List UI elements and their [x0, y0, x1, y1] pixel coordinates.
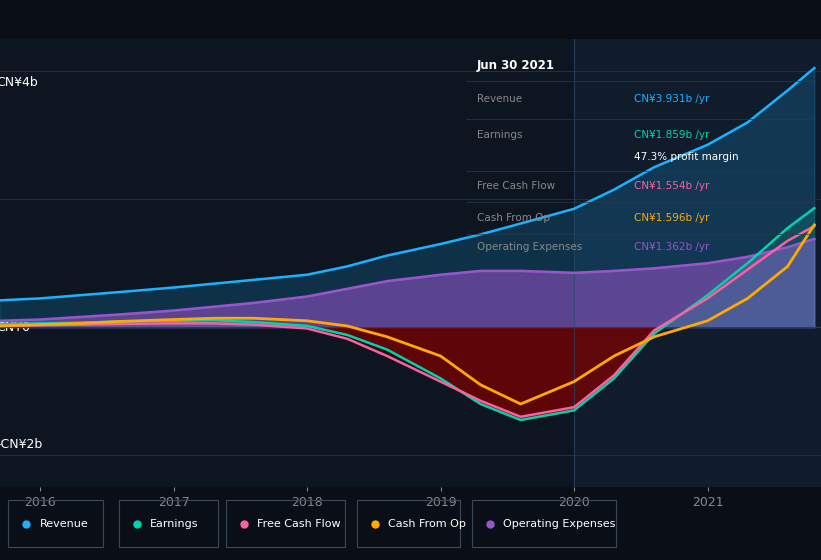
Text: CN¥1.554b /yr: CN¥1.554b /yr	[634, 181, 709, 192]
Bar	[357, 500, 460, 547]
Text: Operating Expenses: Operating Expenses	[477, 242, 582, 252]
Text: CN¥4b: CN¥4b	[0, 76, 38, 88]
Text: Earnings: Earnings	[477, 130, 522, 140]
Text: Free Cash Flow: Free Cash Flow	[257, 519, 341, 529]
Text: CN¥1.859b /yr: CN¥1.859b /yr	[634, 130, 709, 140]
Text: Earnings: Earnings	[150, 519, 199, 529]
Text: CN¥0: CN¥0	[0, 321, 30, 334]
Text: Operating Expenses: Operating Expenses	[503, 519, 616, 529]
Bar	[226, 500, 345, 547]
Text: Revenue: Revenue	[477, 94, 522, 104]
Bar	[574, 39, 821, 487]
Text: Cash From Op: Cash From Op	[477, 213, 550, 223]
Text: CN¥3.931b /yr: CN¥3.931b /yr	[634, 94, 709, 104]
Bar	[119, 500, 218, 547]
Text: CN¥1.596b /yr: CN¥1.596b /yr	[634, 213, 709, 223]
Text: 47.3% profit margin: 47.3% profit margin	[634, 152, 738, 162]
Bar	[8, 500, 103, 547]
Text: Cash From Op: Cash From Op	[388, 519, 466, 529]
Text: Revenue: Revenue	[39, 519, 88, 529]
Text: Free Cash Flow: Free Cash Flow	[477, 181, 555, 192]
Text: CN¥1.362b /yr: CN¥1.362b /yr	[634, 242, 709, 252]
Text: Jun 30 2021: Jun 30 2021	[477, 59, 555, 72]
Text: -CN¥2b: -CN¥2b	[0, 438, 42, 451]
Bar	[472, 500, 616, 547]
